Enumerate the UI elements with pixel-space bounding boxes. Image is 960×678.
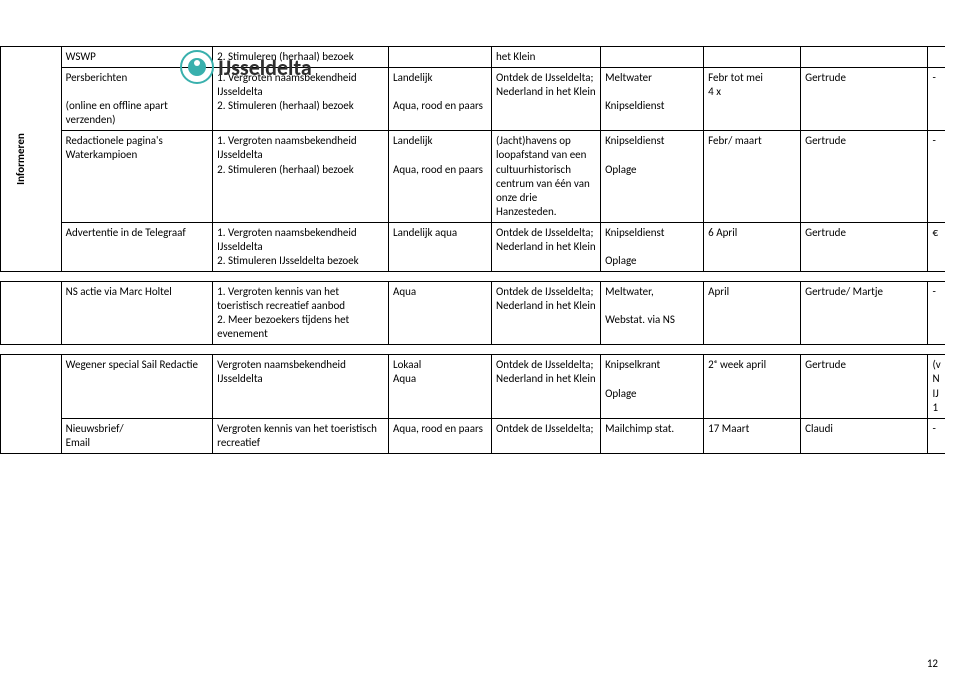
cell: Gertrude — [801, 68, 928, 131]
cell: Ontdek de IJsseldelta; Nederland in het … — [492, 282, 601, 345]
cell — [1, 282, 62, 345]
cell: 1. Vergroten naamsbekendheid IJsseldelta… — [213, 222, 389, 271]
cell: - — [928, 131, 945, 222]
cell: - — [928, 282, 945, 345]
cell: KnipseldienstOplage — [601, 131, 704, 222]
cell: 17 Maart — [704, 418, 801, 453]
cell: 1. Vergroten kennis van het toeristisch … — [213, 282, 389, 345]
cell: Gertrude — [801, 131, 928, 222]
spacer-row — [1, 272, 946, 282]
cell: Aqua — [388, 282, 491, 345]
table-row: Persberichten(online en offline apart ve… — [1, 68, 946, 131]
rowgroup-label: Informeren — [1, 47, 62, 272]
table-row: Redactionele pagina's Waterkampioen 1. V… — [1, 131, 946, 222]
cell: Meltwater,Webstat. via NS — [601, 282, 704, 345]
cell: Gertrude — [801, 355, 928, 418]
cell: KnipselkrantOplage — [601, 355, 704, 418]
cell — [1, 355, 62, 453]
logo: IJsseldelta — [180, 50, 312, 84]
cell — [388, 47, 491, 68]
cell: - — [928, 68, 945, 131]
cell: LandelijkAqua, rood en paars — [388, 131, 491, 222]
cell: 1. Vergroten naamsbekendheid IJsseldelta… — [213, 131, 389, 222]
cell: Redactionele pagina's Waterkampioen — [61, 131, 213, 222]
cell: het Klein — [492, 47, 601, 68]
cell: MeltwaterKnipseldienst — [601, 68, 704, 131]
cell — [801, 47, 928, 68]
cell: Mailchimp stat. — [601, 418, 704, 453]
cell: Advertentie in de Telegraaf — [61, 222, 213, 271]
cell: Febr/ maart — [704, 131, 801, 222]
table-row: Advertentie in de Telegraaf 1. Vergroten… — [1, 222, 946, 271]
spacer-row — [1, 345, 946, 355]
cell: (vNIJ1 — [928, 355, 945, 418]
cell: Aqua, rood en paars — [388, 418, 491, 453]
cell: Febr tot mei4 x — [704, 68, 801, 131]
cell: Ontdek de IJsseldelta; — [492, 418, 601, 453]
cell: Nieuwsbrief/Email — [61, 418, 213, 453]
table-row: Wegener special Sail Redactie Vergroten … — [1, 355, 946, 418]
cell: Vergroten kennis van het toeristisch rec… — [213, 418, 389, 453]
cell: Ontdek de IJsseldelta; Nederland in het … — [492, 68, 601, 131]
table-row: NS actie via Marc Holtel 1. Vergroten ke… — [1, 282, 946, 345]
cell: Landelijk aqua — [388, 222, 491, 271]
cell: NS actie via Marc Holtel — [61, 282, 213, 345]
cell: - — [928, 418, 945, 453]
cell — [601, 47, 704, 68]
cell: Ontdek de IJsseldelta; Nederland in het … — [492, 355, 601, 418]
cell: LandelijkAqua, rood en paars — [388, 68, 491, 131]
cell: April — [704, 282, 801, 345]
logo-icon — [180, 50, 214, 84]
table-row: Nieuwsbrief/Email Vergroten kennis van h… — [1, 418, 946, 453]
cell: Gertrude — [801, 222, 928, 271]
page-number: 12 — [927, 657, 938, 670]
cell — [928, 47, 945, 68]
cell: Ontdek de IJsseldelta; Nederland in het … — [492, 222, 601, 271]
cell: LokaalAqua — [388, 355, 491, 418]
cell: Wegener special Sail Redactie — [61, 355, 213, 418]
cell: Vergroten naamsbekendheid IJsseldelta — [213, 355, 389, 418]
content-table: Informeren WSWP 2. Stimuleren (herhaal) … — [0, 46, 945, 454]
table-row: Informeren WSWP 2. Stimuleren (herhaal) … — [1, 47, 946, 68]
cell: € — [928, 222, 945, 271]
cell: (Jacht)havens op loopafstand van een cul… — [492, 131, 601, 222]
cell: 6 April — [704, 222, 801, 271]
cell — [704, 47, 801, 68]
cell: KnipseldienstOplage — [601, 222, 704, 271]
cell: 2ᵉ week april — [704, 355, 801, 418]
cell: Gertrude/ Martje — [801, 282, 928, 345]
cell: Claudi — [801, 418, 928, 453]
logo-text: IJsseldelta — [218, 54, 312, 81]
